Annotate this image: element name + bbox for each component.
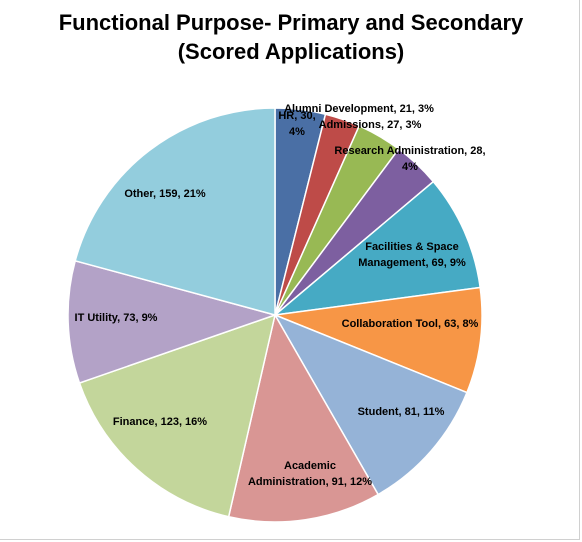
slice-label-facilities-and-space-management: Facilities & Space Management, 69, 9% — [358, 241, 466, 269]
pie-slice-student — [273, 313, 468, 496]
pie-slice-academic-administration — [227, 312, 380, 523]
slice-label-line: Facilities & Space — [365, 241, 459, 253]
slice-label-line: Research Administration, 28, — [334, 145, 485, 157]
slice-label-line: Management, 69, 9% — [358, 257, 466, 269]
slice-label-line: 4% — [289, 126, 305, 138]
slice-label-line: Administration, 91, 12% — [248, 476, 372, 488]
slice-label-collaboration-tool: Collaboration Tool, 63, 8% — [342, 318, 479, 330]
slice-label-line: Alumni Development, 21, 3% — [284, 103, 434, 115]
slice-label-finance: Finance, 123, 16% — [113, 416, 207, 428]
slice-label-line: Collaboration Tool, 63, 8% — [342, 318, 479, 330]
pie-slice-collaboration-tool — [272, 286, 483, 394]
slice-label-student: Student, 81, 11% — [358, 406, 445, 418]
slice-label-line: IT Utility, 73, 9% — [75, 312, 158, 324]
chart-title: Functional Purpose- Primary and Secondar… — [0, 8, 582, 66]
chart-title-line-1: Functional Purpose- Primary and Secondar… — [58, 10, 524, 35]
slice-label-research-administration: Research Administration, 28, 4% — [334, 145, 485, 173]
slice-label-admissions: Admissions, 27, 3% — [319, 119, 422, 131]
pie-slices — [67, 107, 483, 523]
slice-label-line: Finance, 123, 16% — [113, 416, 207, 428]
slice-label-alumni-development: Alumni Development, 21, 3% — [284, 103, 434, 115]
pie-slice-finance — [78, 313, 277, 518]
pie-slice-facilities-and-space-management — [272, 180, 482, 317]
slice-label-hr: HR, 30, 4% — [278, 110, 315, 138]
slice-label-line: Student, 81, 11% — [358, 406, 445, 418]
chart-title-line-2: (Scored Applications) — [177, 39, 405, 64]
slice-label-line: HR, 30, — [278, 110, 315, 122]
slice-labels: HR, 30, 4% Alumni Development, 21, 3% Admis… — [75, 103, 486, 488]
slice-label-other: Other, 159, 21% — [124, 188, 206, 200]
slice-label-line: Admissions, 27, 3% — [319, 119, 422, 131]
pie-slice-it-utility — [67, 259, 278, 384]
slice-label-line: Other, 159, 21% — [124, 188, 206, 200]
slice-label-line: Academic — [284, 460, 336, 472]
slice-label-line: 4% — [402, 161, 418, 173]
slice-label-it-utility: IT Utility, 73, 9% — [75, 312, 158, 324]
pie-slice-other — [74, 107, 276, 316]
slice-label-academic-administration: Academic Administration, 91, 12% — [248, 460, 372, 488]
